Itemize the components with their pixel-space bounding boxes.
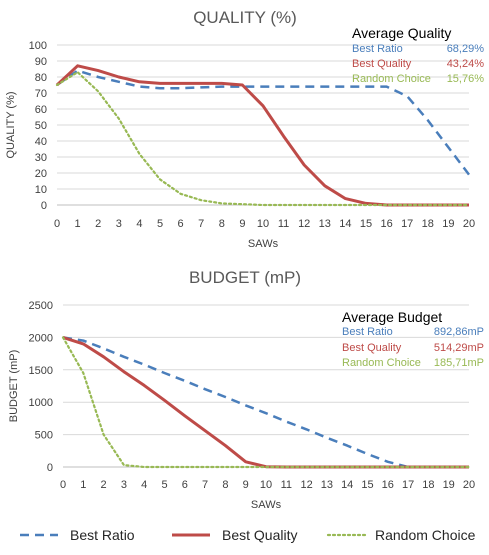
quality-x-tick-label: 9: [239, 218, 245, 230]
quality-x-tick-label: 12: [298, 218, 310, 230]
budget-y-axis-title: BUDGET (mP): [8, 350, 20, 423]
quality-y-tick-label: 60: [35, 104, 47, 116]
quality-y-axis-title: QUALITY (%): [5, 91, 17, 158]
quality-series-random-choice-line: [55, 71, 471, 207]
quality-x-tick-label: 18: [422, 218, 434, 230]
quality-y-tick-label: 90: [35, 56, 47, 68]
budget-x-tick-label: 11: [281, 479, 292, 491]
quality-y-tick-label: 50: [35, 120, 47, 132]
quality-y-tick-label: 70: [35, 88, 47, 100]
budget-x-axis-title: SAWs: [251, 499, 282, 511]
budget-x-tick-label: 4: [141, 479, 147, 491]
quality-x-tick-label: 4: [136, 218, 142, 230]
budget-summary-heading: Average Budget: [342, 309, 442, 325]
quality-summary-value-best-ratio: 68,29%: [447, 43, 485, 55]
budget-x-tick-label: 7: [202, 479, 208, 491]
quality-x-tick-label: 20: [463, 218, 475, 230]
budget-summary-name-best-quality: Best Quality: [342, 342, 402, 354]
legend-label-random-choice: Random Choice: [375, 527, 476, 543]
budget-x-tick-label: 20: [463, 479, 475, 491]
quality-chart-title: QUALITY (%): [193, 8, 297, 27]
quality-x-tick-label: 0: [54, 218, 60, 230]
legend-label-best-quality: Best Quality: [222, 527, 297, 543]
quality-y-tick-label: 20: [35, 168, 47, 180]
quality-x-tick-label: 17: [401, 218, 413, 230]
budget-x-tick-label: 5: [161, 479, 167, 491]
budget-x-tick-label: 13: [321, 479, 333, 491]
budget-x-tick-label: 16: [382, 479, 394, 491]
budget-x-tick-label: 1: [80, 479, 86, 491]
quality-x-tick-label: 3: [116, 218, 122, 230]
budget-y-tick-label: 0: [47, 462, 53, 474]
legend-label-best-ratio: Best Ratio: [70, 527, 135, 543]
quality-x-tick-label: 16: [380, 218, 392, 230]
budget-summary-name-random-choice: Random Choice: [342, 357, 421, 369]
budget-x-tick-label: 2: [101, 479, 107, 491]
quality-x-tick-label: 5: [157, 218, 163, 230]
quality-summary-value-random-choice: 15,76%: [447, 73, 485, 85]
budget-x-tick-label: 6: [182, 479, 188, 491]
quality-y-tick-label: 30: [35, 152, 47, 164]
quality-x-tick-label: 19: [442, 218, 454, 230]
budget-y-tick-label: 2500: [29, 300, 53, 312]
quality-x-axis-title: SAWs: [248, 238, 279, 250]
budget-x-tick-label: 14: [341, 479, 353, 491]
budget-x-tick-label: 9: [243, 479, 249, 491]
budget-summary-value-random-choice: 185,71mP: [434, 357, 484, 369]
budget-y-tick-label: 1000: [29, 397, 53, 409]
quality-x-tick-label: 13: [319, 218, 331, 230]
budget-y-tick-label: 500: [35, 430, 53, 442]
budget-y-tick-label: 1500: [29, 365, 53, 377]
quality-summary-heading: Average Quality: [352, 25, 451, 41]
quality-x-tick-label: 8: [219, 218, 225, 230]
quality-y-tick-label: 10: [35, 184, 47, 196]
budget-series-random-choice-line: [61, 336, 471, 469]
budget-summary-value-best-quality: 514,29mP: [434, 342, 484, 354]
quality-y-tick-label: 40: [35, 136, 47, 148]
budget-x-tick-label: 19: [443, 479, 455, 491]
quality-summary-name-random-choice: Random Choice: [352, 73, 431, 85]
budget-x-tick-label: 3: [121, 479, 127, 491]
quality-y-tick-label: 80: [35, 72, 47, 84]
budget-summary-name-best-ratio: Best Ratio: [342, 326, 393, 338]
quality-y-tick-label: 0: [41, 200, 47, 212]
budget-x-tick-label: 12: [300, 479, 312, 491]
quality-x-tick-label: 1: [75, 218, 81, 230]
quality-x-tick-label: 2: [95, 218, 101, 230]
budget-x-tick-label: 0: [60, 479, 66, 491]
quality-summary-value-best-quality: 43,24%: [447, 58, 485, 70]
quality-x-tick-label: 7: [198, 218, 204, 230]
quality-summary-name-best-quality: Best Quality: [352, 58, 412, 70]
budget-x-tick-label: 8: [222, 479, 228, 491]
quality-x-tick-label: 14: [339, 218, 351, 230]
budget-summary-value-best-ratio: 892,86mP: [434, 326, 484, 338]
shared-legend: Best Ratio Best Quality Random Choice: [20, 527, 476, 543]
budget-series-best-ratio-line: [62, 336, 469, 469]
quality-summary-name-best-ratio: Best Ratio: [352, 43, 403, 55]
quality-y-tick-label: 100: [29, 40, 47, 52]
budget-x-tick-label: 15: [361, 479, 373, 491]
budget-x-tick-label: 10: [260, 479, 272, 491]
budget-x-tick-label: 18: [422, 479, 434, 491]
quality-series-best-ratio-line: [56, 69, 470, 176]
budget-y-tick-label: 2000: [29, 332, 53, 344]
quality-x-tick-label: 11: [278, 218, 289, 230]
quality-x-tick-label: 10: [257, 218, 269, 230]
quality-x-tick-label: 15: [360, 218, 372, 230]
budget-chart-title: BUDGET (mP): [189, 268, 301, 287]
budget-x-tick-label: 17: [402, 479, 414, 491]
quality-x-tick-label: 6: [178, 218, 184, 230]
